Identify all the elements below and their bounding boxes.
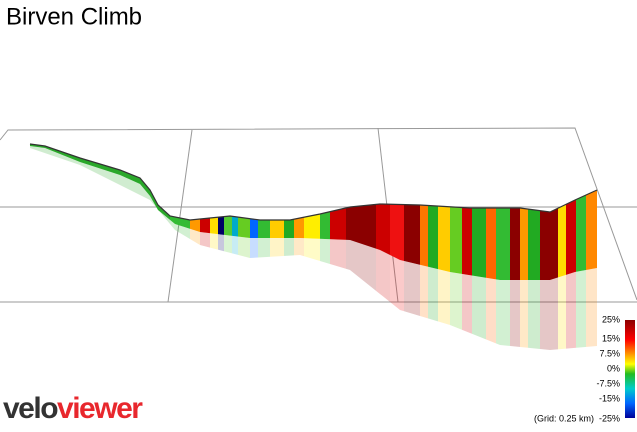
legend-label: 25%: [602, 314, 620, 324]
color-bar: [625, 320, 635, 418]
title: Birven Climb: [6, 3, 142, 30]
logo-part: velo: [3, 392, 58, 425]
legend-label: 7.5%: [599, 348, 620, 358]
legend-label: -25%: [599, 413, 620, 423]
logo-part: viewer: [57, 392, 143, 425]
legend-label: -7.5%: [596, 378, 620, 388]
legend-label: 15%: [602, 333, 620, 343]
grid-note: (Grid: 0.25 km): [534, 413, 594, 423]
legend-label: 0%: [607, 363, 620, 373]
legend-label: -15%: [599, 393, 620, 403]
logo: veloviewer: [3, 392, 143, 425]
profile-top: [29, 143, 598, 221]
